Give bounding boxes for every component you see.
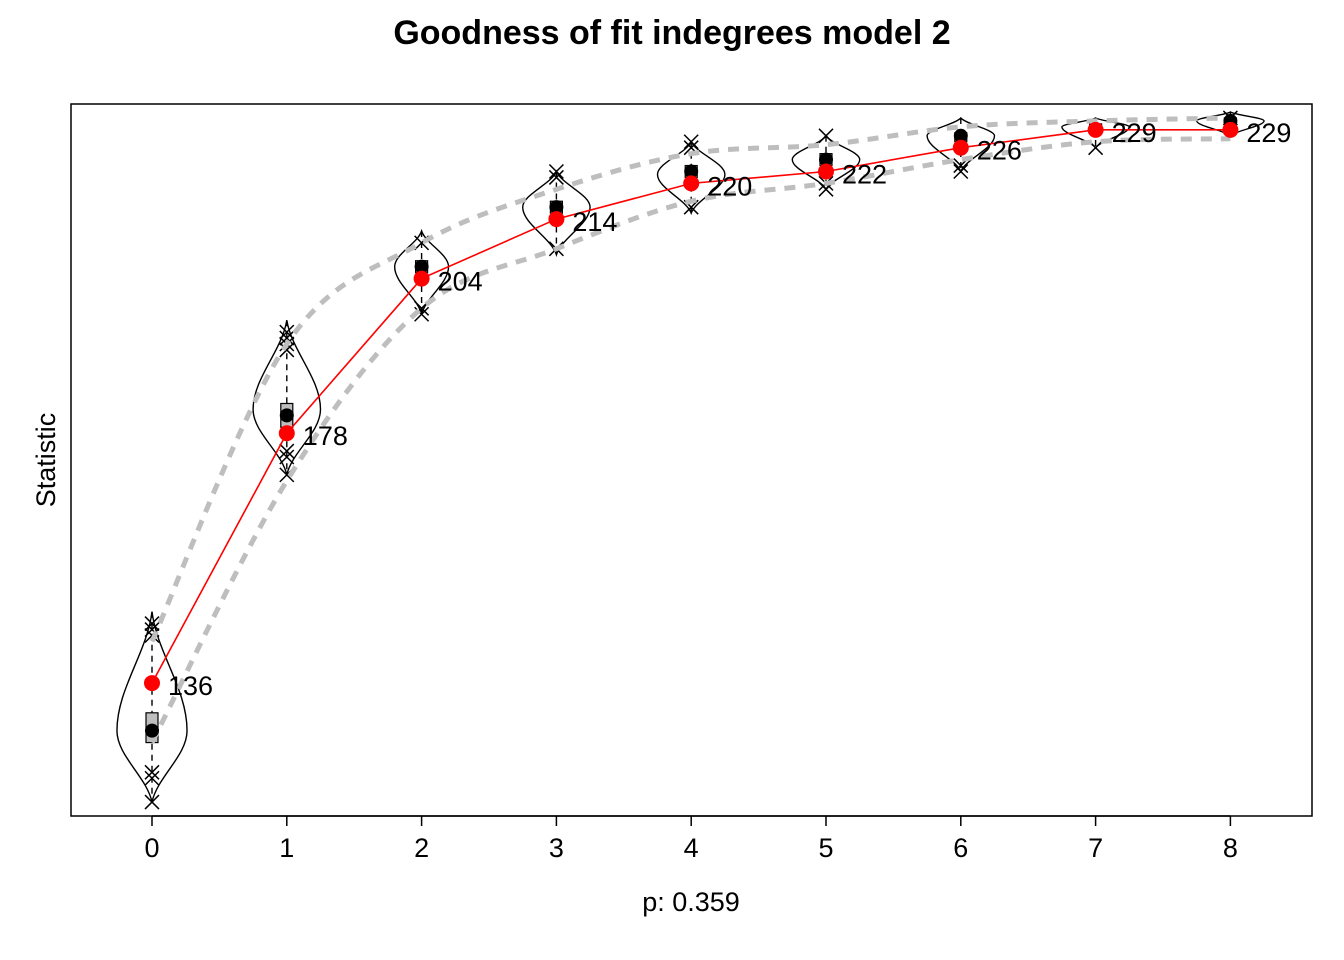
sim-mean-point-4 xyxy=(684,164,699,179)
observed-point-2 xyxy=(413,270,430,287)
outlier-1-3 xyxy=(279,342,295,358)
x-tick-label-5: 5 xyxy=(818,833,833,863)
outlier-6-1 xyxy=(953,163,969,180)
chart-title: Goodness of fit indegrees model 2 xyxy=(393,14,950,52)
outlier-1-5 xyxy=(279,449,295,465)
y-axis-label: Statistic xyxy=(31,413,61,508)
outlier-1-4 xyxy=(279,443,295,459)
violin-3 xyxy=(521,169,591,258)
sim-mean-point-2 xyxy=(414,259,429,274)
observed-point-1 xyxy=(278,425,295,442)
x-tick-label-7: 7 xyxy=(1088,833,1103,863)
x-axis-label: p: 0.359 xyxy=(642,887,740,917)
x-tick-label-0: 0 xyxy=(144,833,159,863)
observed-label-4: 220 xyxy=(707,171,752,201)
sim-mean-point-0 xyxy=(145,723,159,738)
observed-point-5 xyxy=(818,163,834,180)
outlier-0-3 xyxy=(144,770,160,786)
observed-label-6: 226 xyxy=(977,136,1022,166)
outlier-5-0 xyxy=(818,128,834,144)
observed-point-7 xyxy=(1087,121,1104,138)
observed-point-3 xyxy=(548,211,565,228)
sim-mean-point-6 xyxy=(953,128,968,143)
observed-label-2: 204 xyxy=(438,267,483,297)
observed-label-3: 214 xyxy=(572,207,617,237)
observed-label-8: 229 xyxy=(1246,118,1291,148)
observed-point-4 xyxy=(683,175,700,192)
observed-point-8 xyxy=(1222,121,1239,138)
outlier-3-1 xyxy=(548,163,564,180)
x-tick-label-6: 6 xyxy=(953,833,968,863)
outlier-4-1 xyxy=(683,134,699,150)
sim-mean-point-5 xyxy=(819,152,833,167)
x-tick-label-2: 2 xyxy=(414,833,429,863)
sim-mean-point-3 xyxy=(549,200,564,215)
outlier-1-0 xyxy=(279,324,295,340)
x-tick-label-8: 8 xyxy=(1223,833,1238,863)
ci-upper-line xyxy=(149,115,1231,643)
observed-label-7: 229 xyxy=(1112,118,1157,148)
outlier-1-1 xyxy=(279,330,295,346)
outlier-0-4 xyxy=(144,764,160,780)
x-tick-label-4: 4 xyxy=(684,833,699,863)
x-tick-label-3: 3 xyxy=(549,833,564,863)
outlier-0-5 xyxy=(144,794,160,810)
plot-area: 136 178 204 214 220 222 226 229 229 xyxy=(116,110,1291,810)
outlier-3-0 xyxy=(548,169,564,185)
observed-label-5: 222 xyxy=(842,159,887,189)
observed-point-6 xyxy=(952,139,969,156)
x-axis: 0 1 2 3 4 5 6 7 8 xyxy=(144,815,1238,863)
observed-label-1: 178 xyxy=(303,421,348,451)
observed-point-0 xyxy=(144,675,160,692)
x-tick-label-1: 1 xyxy=(279,833,294,863)
sim-mean-point-1 xyxy=(279,408,294,423)
observed-label-0: 136 xyxy=(168,671,213,701)
outlier-0-2 xyxy=(144,616,160,632)
